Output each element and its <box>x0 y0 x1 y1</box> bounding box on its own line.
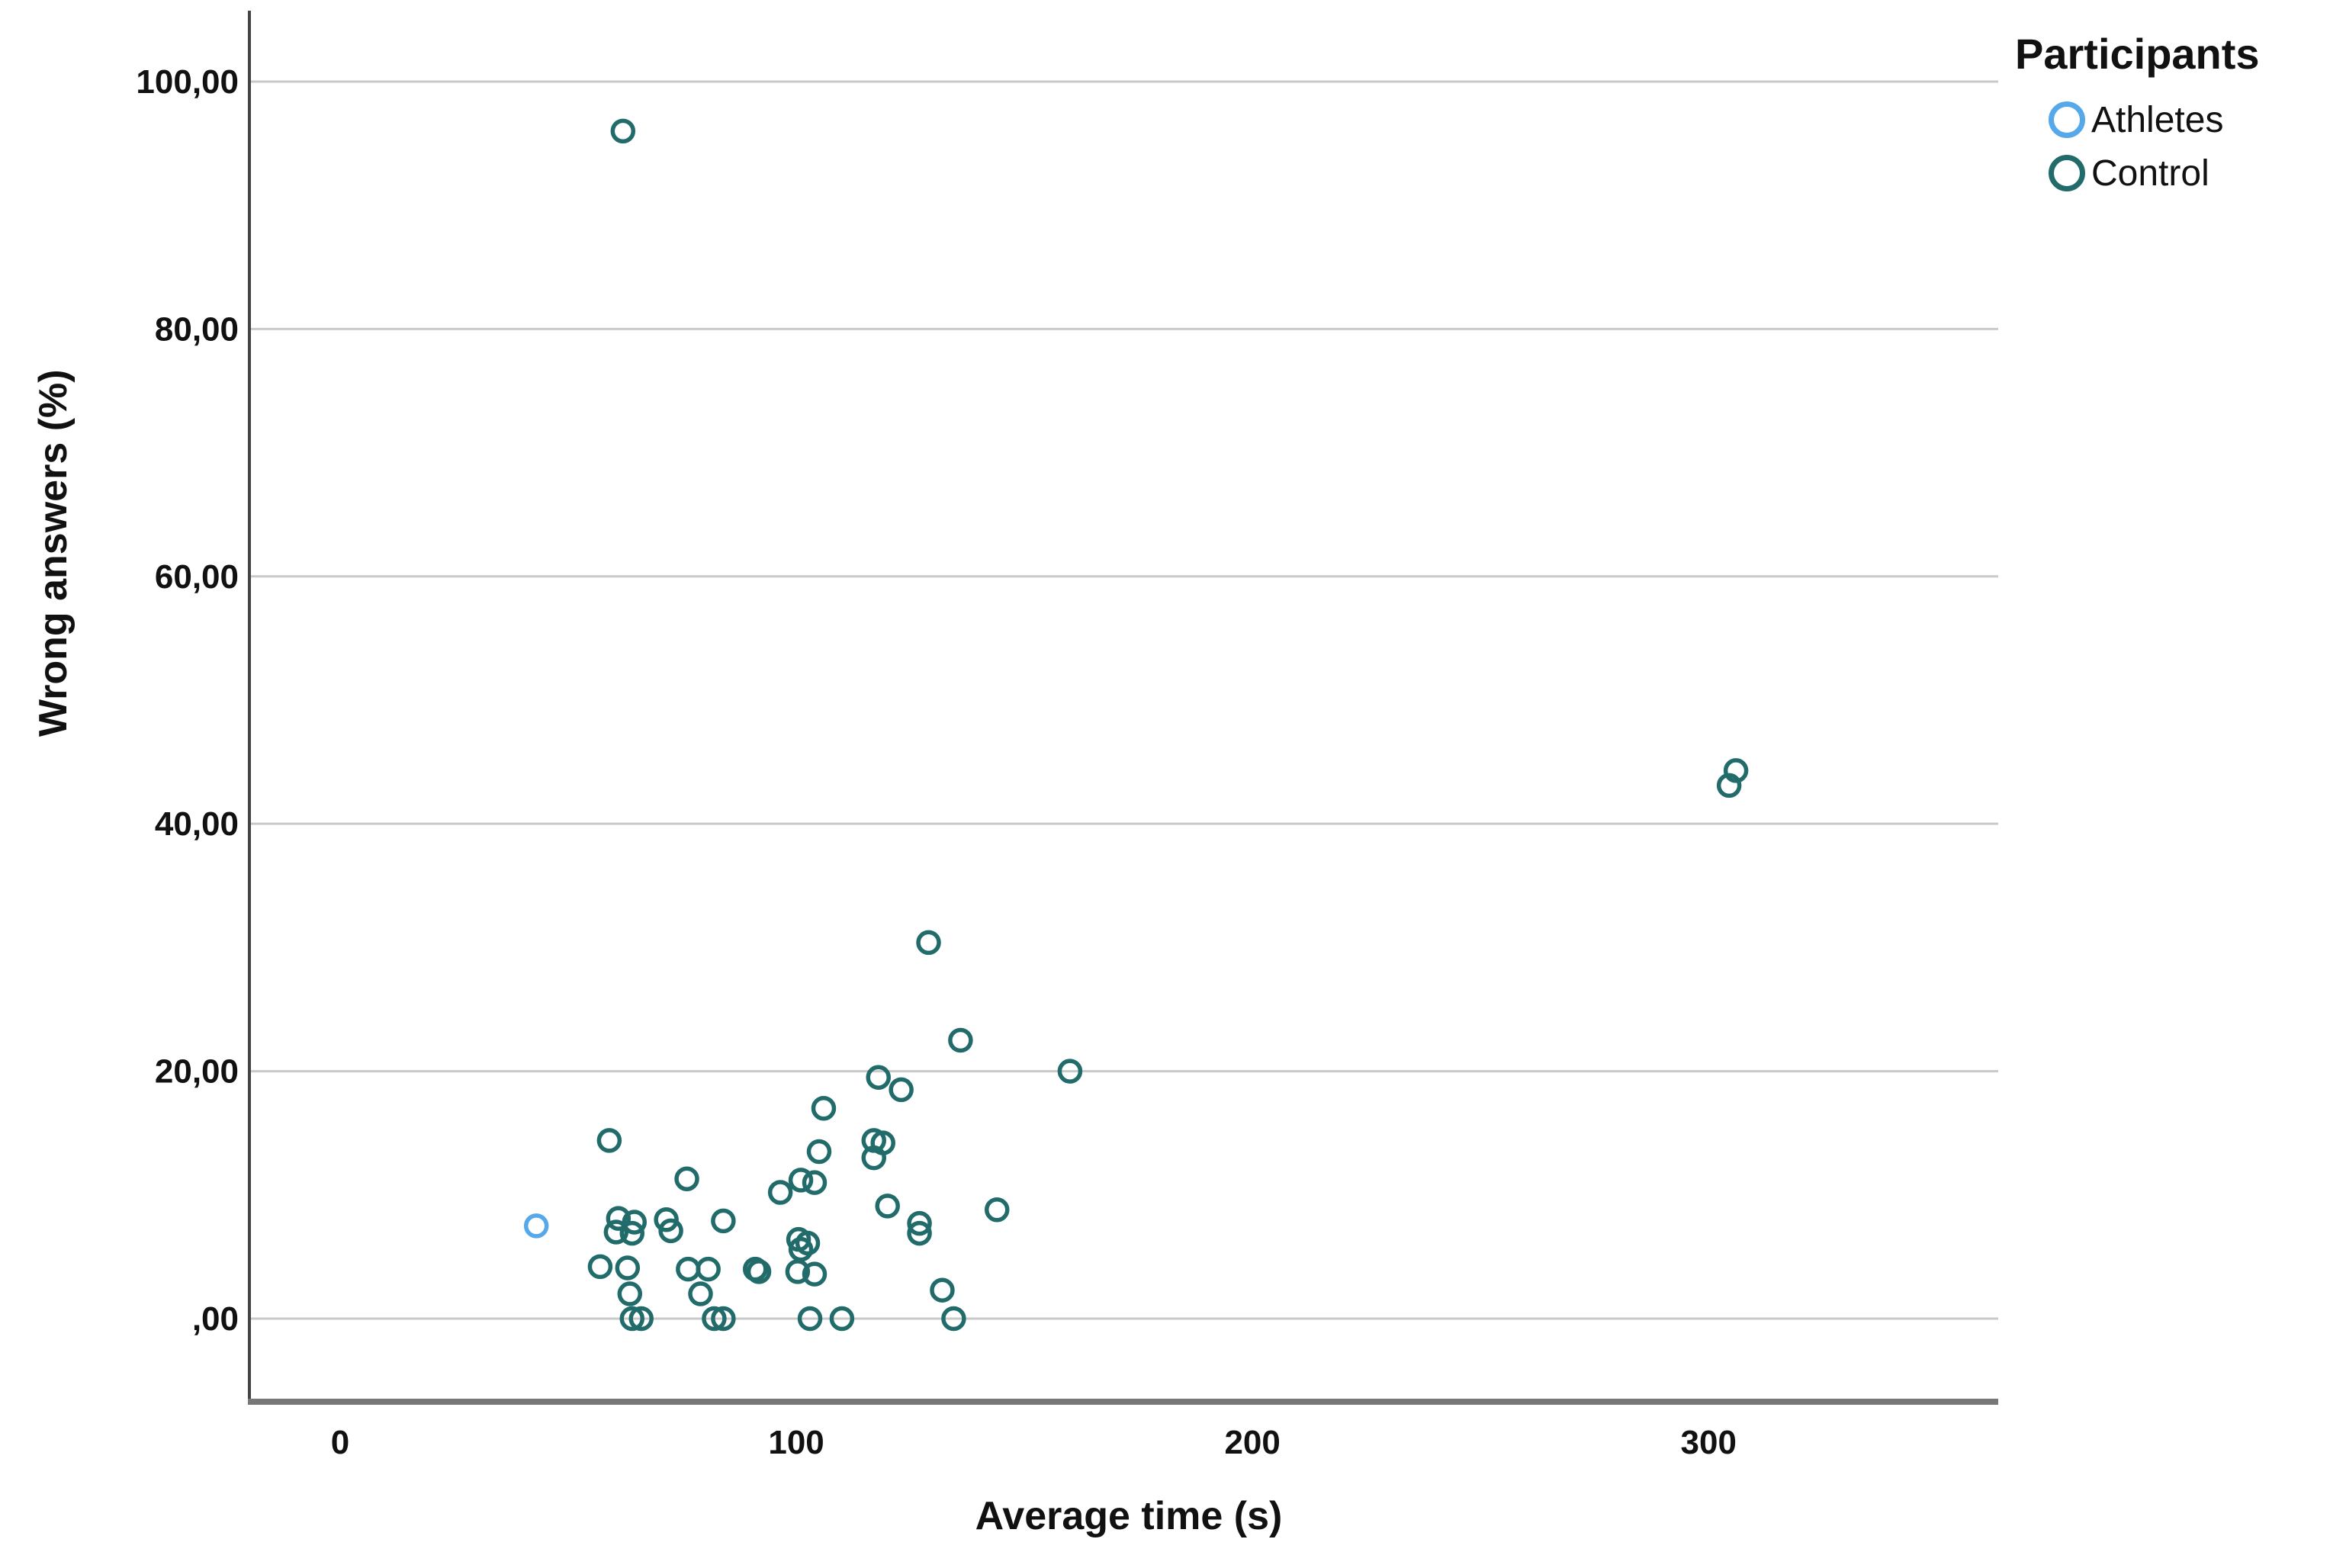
scatter-point-control <box>788 1168 814 1193</box>
scatter-point-control <box>1057 1059 1083 1084</box>
scatter-point-control <box>615 1255 641 1280</box>
scatter-point-control <box>702 1306 727 1332</box>
scatter-point-control <box>628 1306 654 1332</box>
scatter-point-control <box>802 1170 828 1195</box>
legend-title: Participants <box>2015 30 2260 78</box>
scatter-point-control <box>829 1306 855 1332</box>
scatter-point-control <box>889 1077 914 1103</box>
scatter-point-control <box>767 1180 793 1205</box>
scatter-point-control <box>1716 773 1742 798</box>
scatter-point-control <box>907 1220 932 1246</box>
scatter-point-control <box>603 1219 629 1245</box>
y-tick-label: 20,00 <box>155 1053 239 1091</box>
scatter-point-control <box>795 1230 821 1256</box>
scatter-point-athletes <box>523 1213 549 1239</box>
x-tick-label: 100 <box>768 1424 824 1461</box>
scatter-point-control <box>596 1128 622 1153</box>
y-tick-label: 60,00 <box>155 558 239 596</box>
scatter-point-control <box>941 1306 966 1332</box>
scatter-point-control <box>916 930 941 956</box>
athletes-marker-icon <box>2049 101 2085 138</box>
control-marker-icon <box>2049 155 2085 191</box>
scatter-point-control <box>711 1208 736 1234</box>
scatter-point-control <box>806 1139 832 1165</box>
scatter-point-control <box>948 1027 973 1053</box>
scatter-point-control <box>930 1277 955 1303</box>
x-tick-label: 200 <box>1224 1424 1280 1461</box>
scatter-point-control <box>861 1145 887 1171</box>
scatter-point-control <box>587 1254 613 1280</box>
scatter-point-control <box>676 1256 701 1282</box>
scatter-point-control <box>797 1306 823 1332</box>
legend-label-athletes: Athletes <box>2091 99 2224 140</box>
scatter-point-control <box>875 1194 900 1219</box>
y-axis-title: Wrong answers (%) <box>31 369 76 737</box>
scatter-point-control <box>622 1210 648 1235</box>
scatter-point-control <box>746 1259 772 1284</box>
scatter-point-control <box>654 1207 679 1232</box>
scatter-point-control <box>785 1259 811 1284</box>
scatter-point-control <box>802 1261 828 1287</box>
legend: Participants Athletes Control <box>2015 29 2260 207</box>
legend-item-control: Control <box>2049 153 2260 194</box>
scatter-point-control <box>674 1166 699 1191</box>
x-tick-label: 300 <box>1681 1424 1737 1461</box>
y-tick-label: 40,00 <box>155 805 239 843</box>
scatter-point-control <box>866 1065 891 1090</box>
scatter-point-control <box>658 1218 683 1244</box>
scatter-point-control <box>811 1095 837 1121</box>
x-tick-label: 0 <box>331 1424 349 1461</box>
scatter-point-control <box>984 1197 1010 1223</box>
scatter-point-control <box>619 1306 645 1332</box>
x-axis-title: Average time (s) <box>975 1494 1283 1538</box>
scatter-point-control <box>606 1206 631 1231</box>
legend-item-athletes: Athletes <box>2049 100 2260 140</box>
scatter-point-control <box>907 1210 932 1236</box>
legend-label-control: Control <box>2091 153 2209 194</box>
scatter-point-control <box>619 1220 645 1246</box>
y-tick-label: ,00 <box>192 1300 239 1338</box>
scatter-point-control <box>610 118 636 144</box>
scatter-point-control <box>617 1281 643 1306</box>
scatter-point-control <box>688 1281 713 1306</box>
scatter-point-control <box>711 1306 736 1332</box>
y-tick-label: 100,00 <box>136 63 239 101</box>
scatter-point-control <box>696 1256 721 1282</box>
y-tick-label: 80,00 <box>155 310 239 348</box>
